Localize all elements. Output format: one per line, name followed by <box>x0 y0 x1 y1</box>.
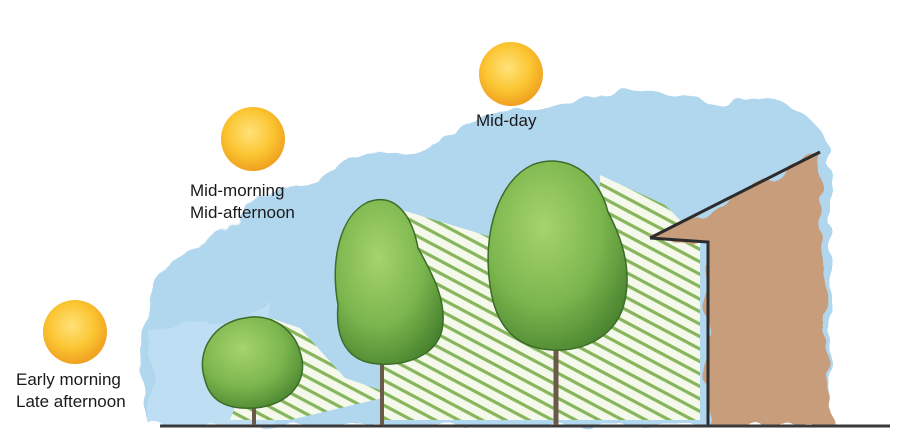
late-afternoon-text: Late afternoon <box>16 392 126 411</box>
mid-day-label: Mid-day <box>476 110 536 132</box>
sun-icon <box>479 42 543 106</box>
mid-morning-text: Mid-morning <box>190 181 285 200</box>
mid-morning-label: Mid-morning Mid-afternoon <box>190 180 295 224</box>
tree-icon <box>201 316 304 425</box>
early-morning-label: Early morning Late afternoon <box>16 369 126 413</box>
mid-afternoon-text: Mid-afternoon <box>190 203 295 222</box>
early-morning-text: Early morning <box>16 370 121 389</box>
sun-icon <box>43 300 107 364</box>
mid-day-text: Mid-day <box>476 111 537 130</box>
sun-icon <box>221 107 285 171</box>
tree-icon <box>334 199 444 425</box>
house-icon <box>649 150 832 425</box>
tree-icon <box>487 160 628 425</box>
